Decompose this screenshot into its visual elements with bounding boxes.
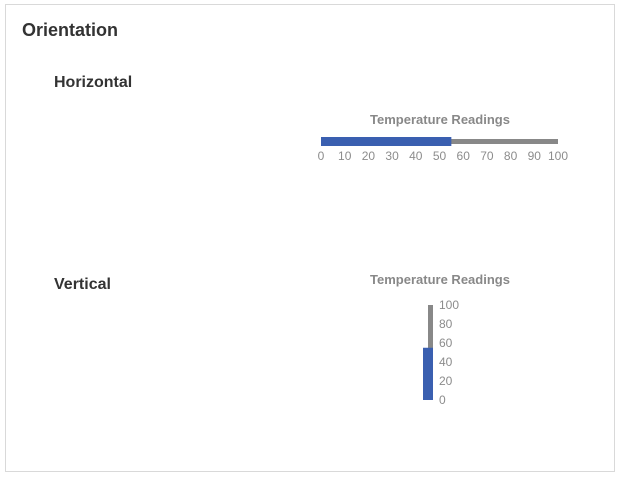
tick-label: 60 [439, 336, 453, 350]
vertical-gauge: 0 20 40 60 80 100 [423, 298, 459, 407]
tick-label: 100 [439, 298, 459, 312]
horizontal-gauge-title: Temperature Readings [370, 112, 510, 127]
tick-label: 80 [439, 317, 453, 331]
horizontal-gauge: 0 10 20 30 40 50 60 70 80 90 100 [318, 137, 568, 163]
tick-label: 0 [318, 149, 325, 163]
gauge-value-bar [423, 347, 433, 400]
tick-label: 60 [457, 149, 471, 163]
tick-label: 40 [409, 149, 423, 163]
tick-label: 10 [338, 149, 352, 163]
gauge-value-bar [321, 137, 452, 146]
tick-label: 20 [362, 149, 376, 163]
vertical-gauge-title: Temperature Readings [370, 272, 510, 287]
tick-label: 30 [385, 149, 399, 163]
orientation-card: Orientation [5, 4, 615, 472]
card-title: Orientation [22, 20, 119, 40]
tick-label: 90 [528, 149, 542, 163]
tick-label: 0 [439, 393, 446, 407]
tick-label: 40 [439, 355, 453, 369]
vertical-section-label: Vertical [54, 276, 111, 293]
tick-label: 70 [480, 149, 494, 163]
tick-label: 80 [504, 149, 518, 163]
tick-label: 100 [548, 149, 568, 163]
tick-label: 50 [433, 149, 447, 163]
horizontal-section-label: Horizontal [54, 74, 133, 91]
tick-label: 20 [439, 374, 453, 388]
